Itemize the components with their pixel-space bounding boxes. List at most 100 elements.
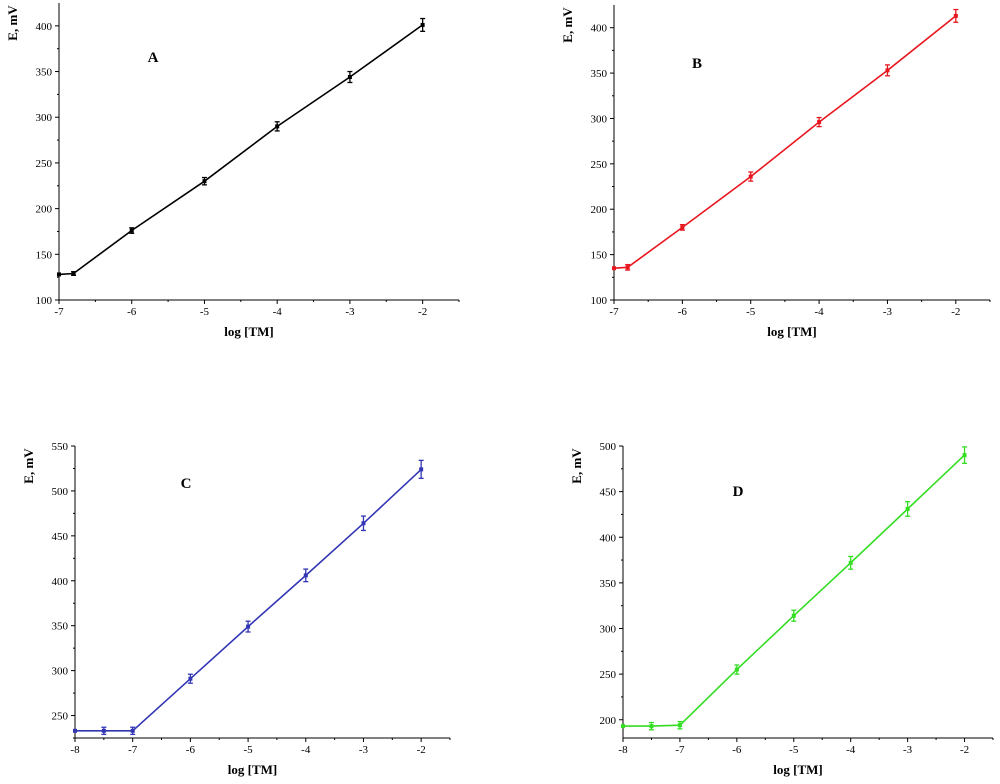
- y-tick-label: 350: [591, 68, 608, 80]
- x-tick-label: -2: [951, 306, 960, 318]
- x-tick-label: -4: [815, 306, 825, 318]
- x-axis-label: log [TM]: [228, 762, 277, 777]
- series-line: [623, 454, 966, 727]
- data-point: [347, 75, 352, 80]
- x-tick-label: -7: [609, 306, 619, 318]
- data-point: [848, 560, 853, 565]
- data-point: [625, 265, 630, 270]
- x-tick-label: -3: [345, 306, 355, 318]
- x-tick-label: -3: [883, 306, 893, 318]
- y-tick-label: 450: [600, 487, 617, 499]
- data-point: [188, 676, 193, 681]
- y-tick-label: 250: [591, 159, 608, 171]
- y-tick-label: 200: [600, 715, 617, 727]
- y-tick-label: 450: [52, 531, 69, 543]
- y-tick-label: 500: [52, 486, 69, 498]
- y-tick-label: 400: [591, 23, 608, 35]
- x-tick-label: -6: [127, 306, 137, 318]
- data-point: [101, 728, 106, 733]
- y-axis-label: E, mV: [5, 5, 20, 41]
- data-point: [680, 225, 685, 230]
- x-tick-label: -8: [618, 744, 628, 756]
- data-point: [73, 728, 77, 733]
- y-tick-label: 200: [36, 204, 53, 216]
- data-point: [246, 624, 251, 629]
- y-tick-label: 350: [52, 621, 69, 633]
- y-tick-label: 300: [591, 113, 608, 125]
- x-tick-label: -3: [903, 744, 913, 756]
- x-axis-label: log [TM]: [767, 324, 816, 339]
- x-tick-label: -4: [273, 306, 283, 318]
- data-point: [748, 174, 753, 179]
- x-tick-label: -5: [243, 744, 253, 756]
- x-tick-label: -7: [128, 744, 138, 756]
- data-point: [420, 22, 425, 27]
- panel-b: -7 -6 -5 -4 -3 -2 100 150 200 250 300 350 400 log [TM…: [560, 5, 991, 339]
- data-point: [57, 272, 61, 277]
- data-point: [649, 724, 654, 729]
- x-axis-label: log [TM]: [224, 324, 273, 339]
- data-point: [817, 120, 822, 125]
- y-axis-label: E, mV: [21, 448, 36, 484]
- panel-c: -8 -7 -6 -5 -4 -3 -2 250 300 350 400 450 500 550 log […: [21, 441, 451, 777]
- y-tick-label: 300: [600, 624, 617, 636]
- y-tick-label: 550: [52, 441, 69, 453]
- data-point: [953, 13, 958, 18]
- x-tick-label: -7: [54, 306, 64, 318]
- x-tick-label: -4: [301, 744, 311, 756]
- y-tick-label: 400: [52, 576, 69, 588]
- panel-a: -7 -6 -5 -4 -3 -2 100 150 200 250 300 350 400 log [TM…: [5, 3, 460, 339]
- y-axis-label: E, mV: [569, 448, 584, 484]
- x-tick-label: -8: [70, 744, 80, 756]
- data-point: [71, 271, 76, 276]
- x-tick-label: -6: [678, 306, 688, 318]
- panel-label: B: [692, 56, 702, 72]
- y-tick-label: 250: [600, 669, 617, 681]
- series-line: [75, 468, 422, 732]
- x-tick-label: -5: [789, 744, 799, 756]
- y-axis-label: E, mV: [560, 7, 575, 43]
- x-tick-label: -6: [186, 744, 196, 756]
- panel-label: A: [148, 50, 159, 66]
- y-tick-label: 400: [600, 532, 617, 544]
- x-tick-label: -2: [960, 744, 969, 756]
- data-point: [419, 467, 424, 472]
- data-point: [130, 728, 135, 733]
- data-point: [885, 68, 890, 73]
- y-tick-label: 500: [600, 441, 617, 453]
- data-point: [303, 573, 308, 578]
- panel-label: C: [181, 476, 192, 492]
- data-point: [129, 228, 134, 233]
- x-tick-label: -2: [418, 306, 427, 318]
- x-tick-label: -2: [417, 744, 426, 756]
- y-tick-label: 350: [600, 578, 617, 590]
- data-point: [734, 667, 739, 672]
- y-tick-label: 400: [36, 21, 53, 33]
- data-point: [275, 124, 280, 129]
- x-tick-label: -7: [675, 744, 685, 756]
- data-point: [621, 724, 625, 729]
- data-point: [791, 613, 796, 618]
- y-tick-label: 200: [591, 204, 608, 216]
- x-tick-label: -3: [359, 744, 369, 756]
- data-point: [905, 506, 910, 511]
- panel-label: D: [733, 484, 744, 500]
- x-tick-label: -6: [732, 744, 742, 756]
- y-tick-label: 100: [36, 295, 53, 307]
- y-tick-label: 150: [591, 250, 608, 262]
- series-line: [613, 15, 957, 269]
- panel-d: -8 -7 -6 -5 -4 -3 -2 200 250 300 350 400 450 500 log […: [569, 441, 994, 777]
- y-tick-label: 350: [36, 67, 53, 79]
- data-point: [361, 521, 366, 526]
- data-point: [612, 266, 616, 271]
- x-axis-label: log [TM]: [773, 762, 822, 777]
- y-tick-label: 250: [36, 158, 53, 170]
- y-tick-label: 150: [36, 249, 53, 261]
- y-tick-label: 250: [52, 711, 69, 723]
- series-line: [58, 24, 424, 276]
- x-tick-label: -5: [746, 306, 756, 318]
- y-tick-label: 100: [591, 295, 608, 307]
- x-tick-label: -4: [846, 744, 856, 756]
- data-point: [962, 453, 967, 458]
